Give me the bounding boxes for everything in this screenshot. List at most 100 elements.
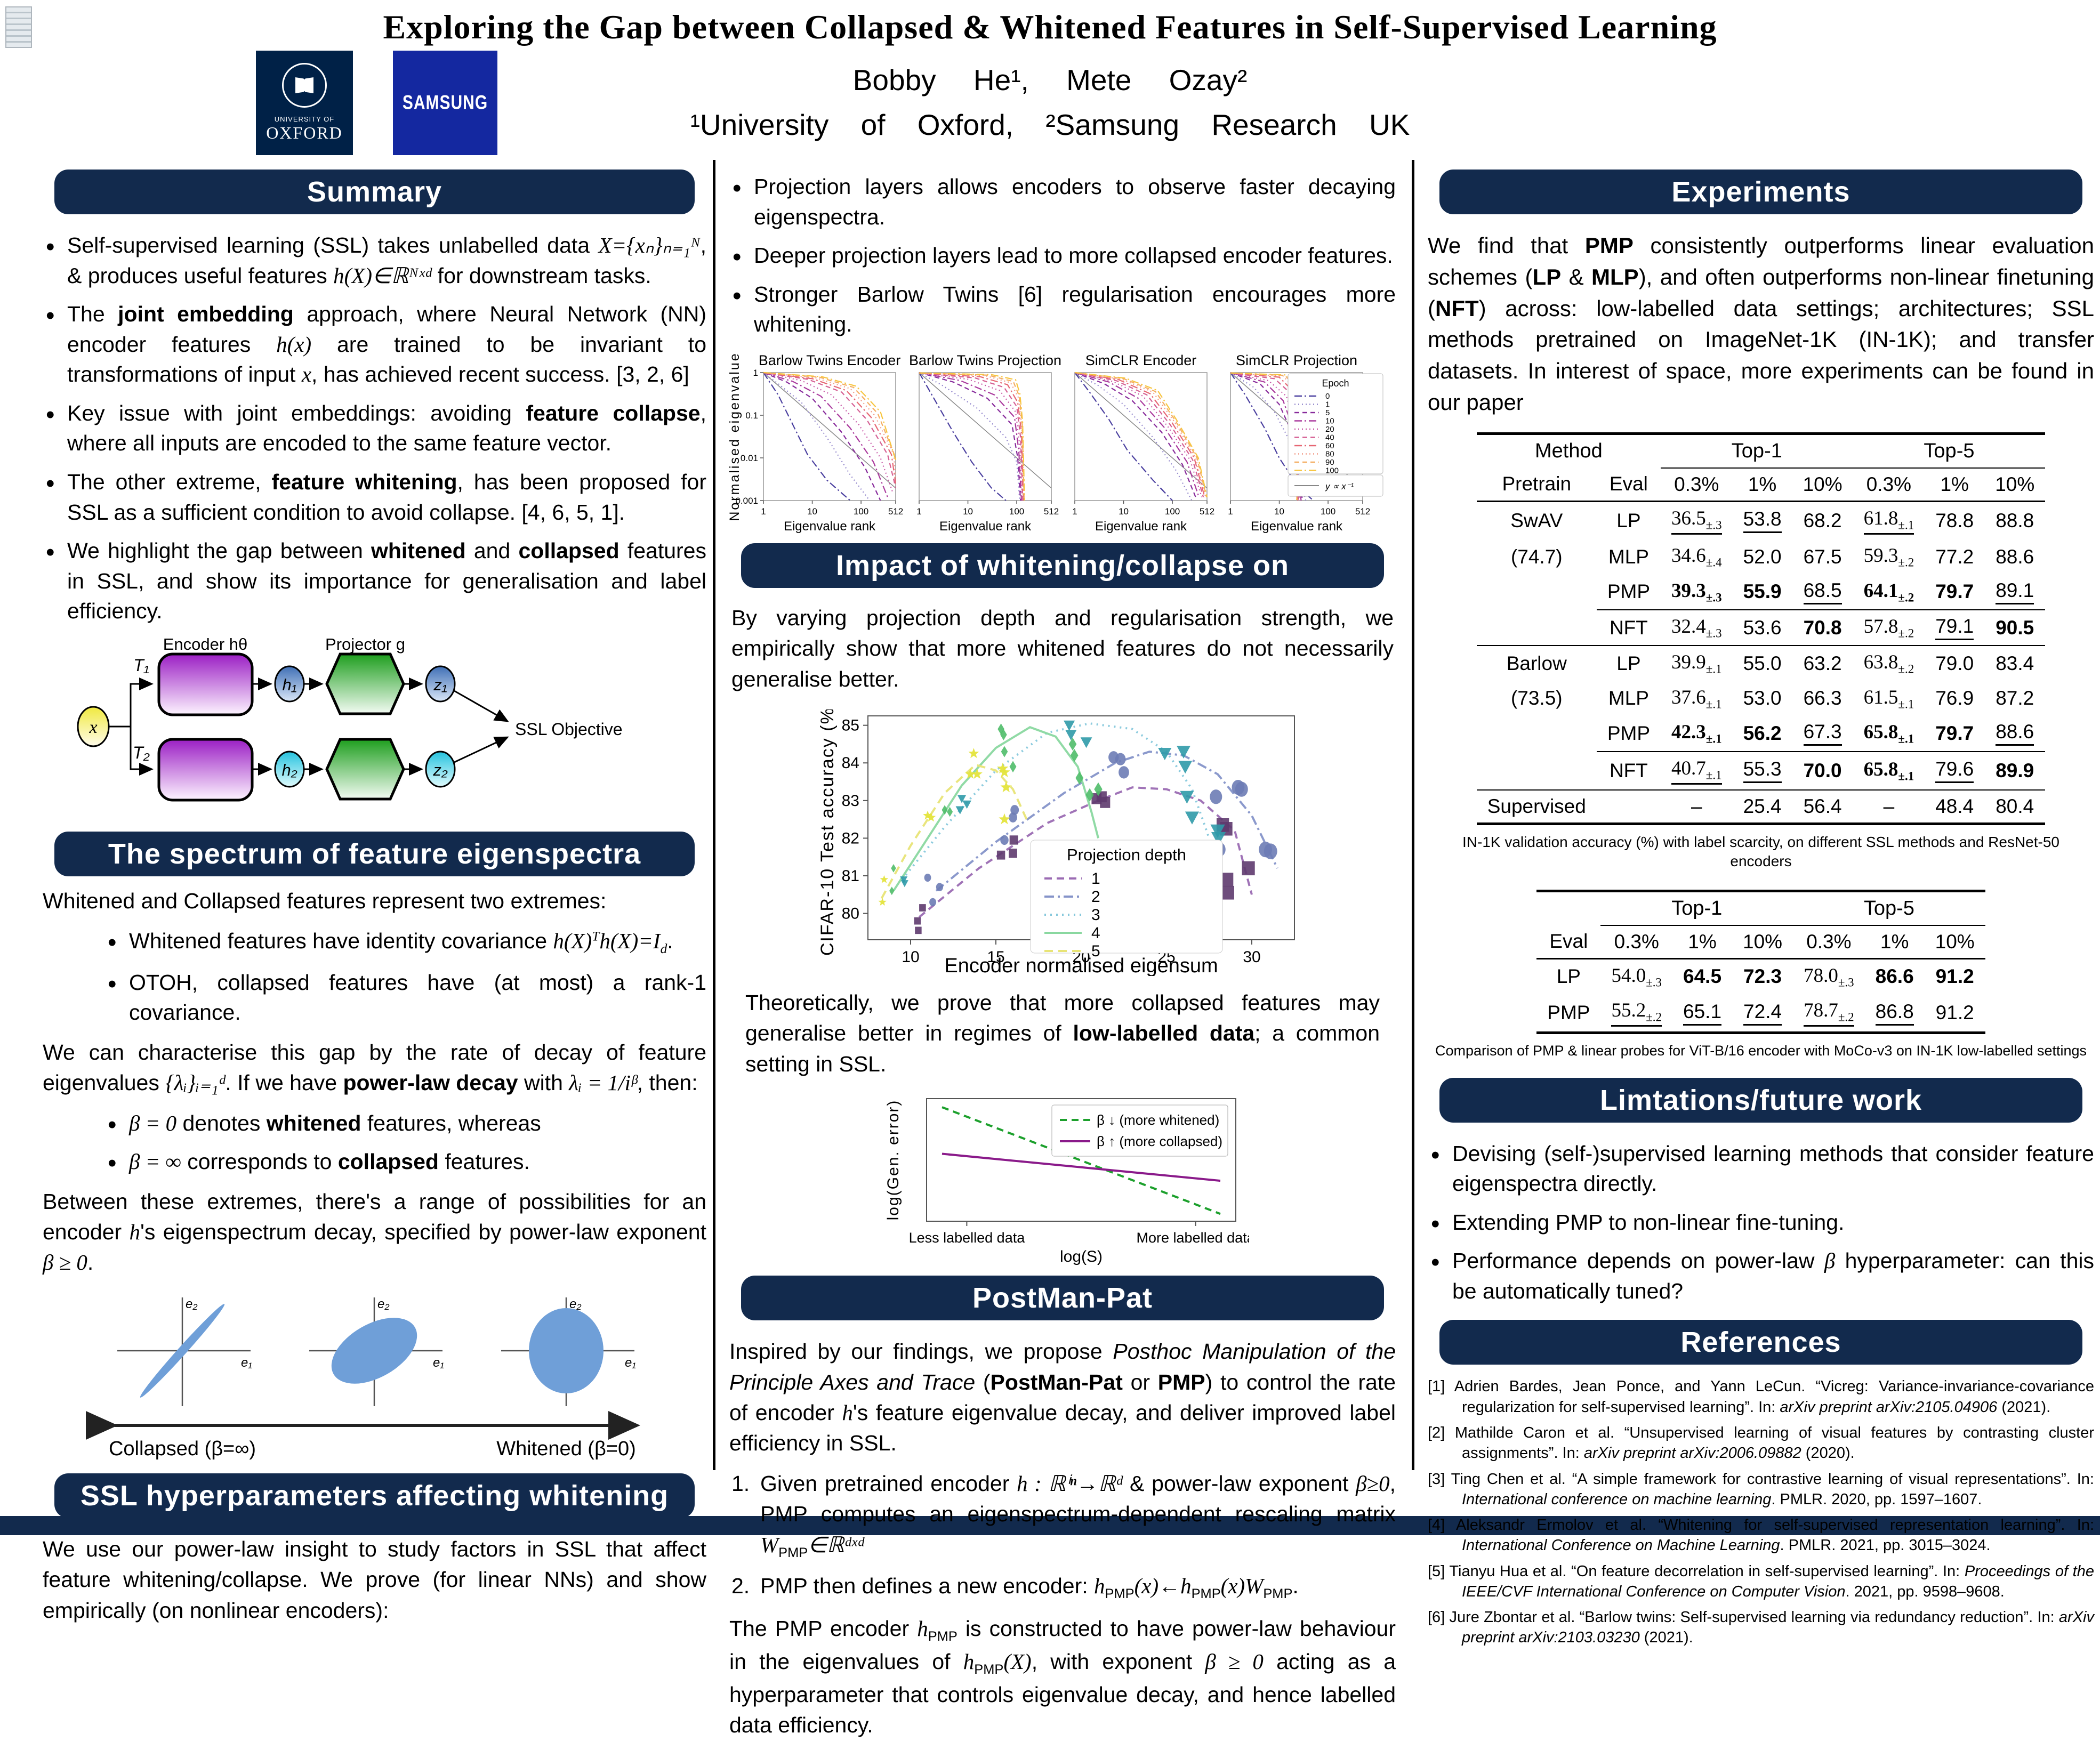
svg-text:1: 1	[753, 368, 758, 378]
oxford-logo: UNIVERSITY OF OXFORD	[256, 51, 353, 155]
svg-text:82: 82	[842, 829, 859, 847]
table-cell: 68.2	[1803, 509, 1842, 531]
list-item: The other extreme, feature whitening, ha…	[43, 466, 706, 527]
theory-text: Theoretically, we prove that more collap…	[745, 990, 1380, 1076]
table-cell: 25.4	[1743, 795, 1782, 817]
svg-text:512: 512	[1044, 506, 1059, 517]
svg-text:10: 10	[902, 948, 919, 966]
eigenspectra-charts: Normalised eigenvalue Barlow Twins Encode…	[729, 352, 1383, 534]
svg-text:0.001: 0.001	[735, 496, 758, 506]
right-column: Experiments We find that PMP consistentl…	[1428, 170, 2094, 1654]
svg-text:z₁: z₁	[433, 675, 447, 694]
table-cell: 53.0	[1743, 687, 1782, 709]
table-cell: 64.1±.2	[1853, 574, 1925, 610]
svg-text:0: 0	[1325, 392, 1330, 401]
svg-text:Barlow Twins Projection: Barlow Twins Projection	[909, 352, 1061, 368]
table-cell: 89.9	[1984, 751, 2046, 791]
svg-text:Eigenvalue rank: Eigenvalue rank	[1251, 519, 1343, 534]
svg-text:T₂: T₂	[133, 743, 150, 762]
table-cell: 56.4	[1803, 795, 1842, 817]
table-cell: 40.7±.1	[1661, 751, 1733, 791]
svg-text:1: 1	[1091, 870, 1100, 888]
section-header-summary: Summary	[54, 170, 695, 214]
svg-text:y ∝ x⁻¹: y ∝ x⁻¹	[1325, 481, 1354, 491]
svg-text:10: 10	[1119, 506, 1129, 517]
reference-item: [1] Adrien Bardes, Jean Ponce, and Yann …	[1428, 1378, 2094, 1416]
references-list: [1] Adrien Bardes, Jean Ponce, and Yann …	[1428, 1376, 2094, 1648]
section-header-spectrum: The spectrum of feature eigenspectra	[54, 831, 695, 876]
spectrum-sub-bullets: Whitened features have identity covarian…	[43, 925, 706, 1028]
svg-text:SimCLR Projection: SimCLR Projection	[1236, 352, 1357, 368]
ssl-pipeline-diagram: x T₁ T₂ Encoder hθ h₁ h₂ Projector g z₁ …	[77, 635, 623, 802]
table-cell: 39.9±.1	[1671, 651, 1722, 676]
svg-text:20: 20	[1325, 425, 1334, 434]
collapsed-label: Collapsed (β=∞)	[109, 1438, 256, 1460]
reference-item: [6] Jure Zbontar et al. “Barlow twins: S…	[1428, 1609, 2094, 1647]
table-cell: 79.1	[1925, 609, 1985, 647]
svg-text:More labelled data: More labelled data	[1137, 1230, 1249, 1246]
table-cell: 55.0	[1743, 652, 1782, 675]
oxford-logo-text: UNIVERSITY OF	[274, 115, 335, 123]
projector-label: Projector g	[325, 635, 405, 654]
table-cell: 65.8±.1	[1853, 751, 1925, 791]
svg-text:100: 100	[1321, 506, 1335, 517]
middle-bullets: Projection layers allows encoders to obs…	[729, 171, 1396, 340]
table-cell: 78.0±.3	[1804, 964, 1854, 989]
svg-text:84: 84	[842, 754, 859, 772]
reference-item: [5] Tianyu Hua et al. “On feature decorr…	[1428, 1562, 2094, 1600]
table-cell: 88.6	[1996, 545, 2034, 568]
table-cell: 65.8±.1	[1853, 716, 1925, 752]
list-item: Whitened features have identity covarian…	[104, 925, 706, 959]
data-table: Top-1 Top-5 Eval 0.3% 1% 10% 0.3% 1% 10% LP 54.0±.…	[1536, 889, 1985, 1035]
table-cell: 72.3	[1743, 965, 1782, 988]
ssl-objective-label: SSL Objective	[515, 720, 623, 739]
table-cell: 55.9	[1732, 574, 1792, 610]
svg-text:log(S): log(S)	[1060, 1248, 1103, 1265]
spectrum-para2: We can characterise this gap by the rate…	[43, 1039, 706, 1095]
table-cell: 88.6	[1984, 716, 2046, 752]
table-cell: 67.5	[1803, 545, 1842, 568]
samsung-logo: SAMSUNG	[393, 51, 497, 155]
beta-bullets: β = 0 denotes whitened features, whereas…	[43, 1107, 706, 1180]
table-row: SwAV LP 36.5±.3 53.8 68.2 61.8±.1 78.8 88.8	[1477, 501, 2046, 539]
svg-text:e₁: e₁	[625, 1356, 636, 1370]
table-cell: 67.3	[1792, 716, 1853, 752]
svg-text:5: 5	[1091, 942, 1100, 960]
section-header-postman: PostMan-Pat	[741, 1276, 1384, 1321]
table-cell: 79.6	[1925, 751, 1985, 791]
table-cell: 63.8±.2	[1863, 651, 1914, 676]
list-item: β = ∞ corresponds to collapsed features.	[104, 1146, 706, 1180]
table-cell: 91.2	[1935, 1002, 1974, 1024]
table-cell: 53.6	[1732, 609, 1792, 647]
table-row: PMP 55.2±.2 65.1 72.4 78.7±.2 86.8 91.2	[1536, 994, 1985, 1033]
table-cell: 88.8	[1996, 509, 2034, 531]
postman-step: 2. PMP then defines a new encoder: hPMP(x…	[731, 1574, 1299, 1602]
list-item: Extending PMP to non-linear fine-tuning.	[1428, 1206, 2094, 1241]
svg-text:512: 512	[1200, 506, 1214, 517]
list-item: OTOH, collapsed features have (at most) …	[104, 966, 706, 1028]
encoder-label: Encoder hθ	[163, 635, 248, 654]
table-cell: 70.0	[1792, 751, 1853, 791]
table-cell: 55.2±.2	[1600, 994, 1672, 1033]
generalisation-error-chart: β ↓ (more whitened) β ↑ (more collapsed) L…	[884, 1098, 1249, 1265]
table-cell: 55.3	[1732, 751, 1792, 791]
svg-text:e₂: e₂	[186, 1297, 198, 1311]
svg-text:512: 512	[888, 506, 903, 517]
svg-text:Projection depth: Projection depth	[1067, 845, 1186, 864]
table-cell: 57.8±.2	[1853, 609, 1925, 647]
svg-text:1: 1	[761, 506, 766, 517]
table-cell: 65.1	[1672, 994, 1732, 1033]
list-item: Performance depends on power-law β hyper…	[1428, 1245, 2094, 1306]
list-item: Deeper projection layers lead to more co…	[729, 239, 1396, 274]
hyperparams-text: We use our power-law insight to study fa…	[43, 1536, 706, 1623]
postman-step: 1. Given pretrained encoder h : ℝⁱⁿ→ℝᵈ & …	[731, 1471, 1396, 1560]
table-row: Supervised –25.4 56.4–48.4 80.4	[1477, 790, 2046, 824]
reference-item: [2] Mathilde Caron et al. “Unsupervised …	[1428, 1424, 2094, 1462]
table-cell: 76.9	[1935, 687, 1974, 709]
svg-text:0.1: 0.1	[745, 410, 758, 421]
svg-text:1: 1	[1325, 400, 1330, 409]
table-cell: 36.5±.3	[1661, 501, 1733, 539]
svg-text:SimCLR Encoder: SimCLR Encoder	[1085, 352, 1197, 368]
affiliations: ¹University of Oxford, ²Samsung Research…	[690, 108, 1410, 141]
